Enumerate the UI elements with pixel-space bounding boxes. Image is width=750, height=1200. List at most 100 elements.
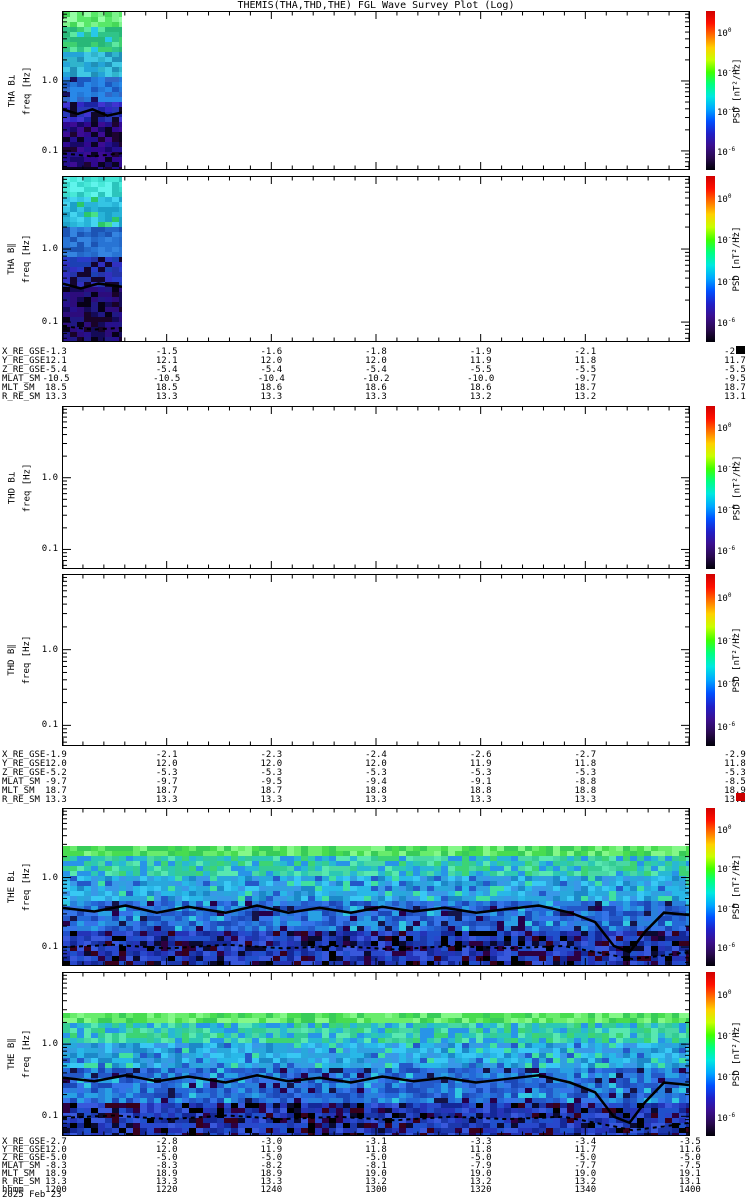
ephem-value: 13.3: [45, 392, 67, 402]
ephem-value: -10.2: [362, 374, 390, 384]
ephem-value: -5.4: [365, 365, 387, 375]
ephem-value: -2.8: [155, 1137, 178, 1147]
ephem-value: -1.5: [155, 347, 178, 357]
colorbar-end-cap: [736, 346, 745, 354]
ephem-value: -5.3: [469, 768, 492, 778]
colorbar: [706, 808, 715, 966]
colorbar-tick-label: 100: [717, 988, 732, 1001]
ephem-value: 11.9: [469, 759, 492, 769]
ephem-value: -9.4: [365, 777, 387, 787]
spectrogram-canvas: [63, 12, 122, 169]
ephem-value: 11.9: [469, 356, 492, 366]
ephem-value: 18.7: [260, 786, 283, 796]
ephem-value: 18.8: [469, 786, 492, 796]
ephem-row-label: Z_RE_GSE: [2, 768, 46, 778]
ephem-value: -2.2: [724, 347, 746, 357]
colorbar-tick-label: 10-2: [717, 1029, 736, 1042]
ephem-value: -10.5: [153, 374, 181, 384]
ephem-value: 19.0: [574, 1169, 597, 1179]
ephem-value: 18.6: [365, 383, 387, 393]
colorbar-tick-label: 10-6: [717, 317, 736, 330]
ephem-value: -7.7: [574, 1161, 597, 1171]
panel-frame: [62, 406, 690, 569]
ephem-value: -5.3: [155, 768, 178, 778]
colorbar-tick-label: 10-6: [717, 544, 736, 557]
ephem-value: 19.0: [365, 1169, 387, 1179]
ephem-row-label: R_RE_SM: [2, 795, 40, 805]
ytick-01hz: 0.1: [41, 544, 58, 555]
colorbar-tick-label: 10-2: [717, 463, 736, 476]
ephem-value: 1200: [45, 1185, 67, 1195]
colorbar-tick-label: 10-6: [717, 720, 736, 733]
ephem-value: 12.0: [260, 356, 283, 366]
ephem-value: -9.5: [724, 374, 746, 384]
ephem-value: -5.4: [155, 365, 178, 375]
colorbar-tick-label: 10-2: [717, 634, 736, 647]
ephem-row-label: MLT_SM: [2, 786, 35, 796]
ephem-value: -5.5: [574, 365, 597, 375]
plot-title: THEMIS(THA,THD,THE) FGL Wave Survey Plot…: [237, 0, 515, 11]
ephem-value: 18.5: [45, 383, 67, 393]
ephem-value: -3.4: [574, 1137, 597, 1147]
ephem-value: -2.3: [260, 750, 283, 760]
colorbar-tick-label: 10-6: [717, 1111, 736, 1124]
ephem-value: -7.5: [679, 1161, 701, 1171]
spectrogram-canvas: [63, 1013, 689, 1135]
colorbar-tick-label: 100: [717, 422, 732, 435]
ephem-value: 11.8: [469, 1145, 492, 1155]
ephem-value: -1.3: [45, 347, 67, 357]
ytick-01hz: 0.1: [41, 1111, 58, 1122]
ephem-value: 12.0: [365, 356, 387, 366]
ephem-value: 11.6: [679, 1145, 701, 1155]
ytick-1hz: 1.0: [41, 472, 58, 483]
ephem-value: 13.2: [724, 795, 746, 805]
ephem-value: -1.9: [45, 750, 67, 760]
colorbar: [706, 972, 715, 1136]
ephem-value: 18.9: [155, 1169, 178, 1179]
ephem-value: -8.8: [574, 777, 597, 787]
ephem-row-label: Y_RE_GSE: [2, 356, 46, 366]
ephem-value: 12.0: [155, 1145, 178, 1155]
ephem-value: 13.2: [574, 392, 597, 402]
ephem-row-label: X_RE_GSE: [2, 750, 46, 760]
ephem-row-label: hhmm: [2, 1185, 24, 1195]
ephem-value: -5.3: [365, 768, 387, 778]
ephem-row-label: Y_RE_GSE: [2, 759, 46, 769]
panel-frame: [62, 574, 690, 746]
ephem-value: -2.1: [155, 750, 178, 760]
ephem-value: -2.7: [45, 1137, 67, 1147]
ephem-value: -5.0: [574, 1153, 597, 1163]
colorbar-tick-label: 10-4: [717, 106, 736, 119]
ephem-value: -8.3: [45, 1161, 67, 1171]
ephem-value: 18.7: [724, 383, 746, 393]
panel-label: THA B⊥: [7, 74, 17, 107]
ytick-01hz: 0.1: [41, 145, 58, 156]
ephem-value: -9.5: [260, 777, 283, 787]
panel-label: THD B∥: [7, 644, 17, 676]
panel-the-bpar: THE B∥ freq [Hz] 1.0 0.1 PSD [nT²/Hz] 10…: [0, 972, 750, 1136]
ephem-value: -9.1: [469, 777, 492, 787]
ephem-value: 13.3: [155, 392, 178, 402]
ephem-row-label: Z_RE_GSE: [2, 1153, 46, 1163]
ephem-value: 13.3: [260, 1177, 283, 1187]
ephem-value: 18.7: [155, 786, 178, 796]
ephem-value: -3.1: [365, 1137, 387, 1147]
ytick-01hz: 0.1: [41, 942, 58, 953]
colorbar-tick-label: 100: [717, 192, 732, 205]
ephem-row-label: MLAT_SM: [2, 1161, 40, 1171]
colorbar-tick-label: 100: [717, 26, 732, 39]
ephem-value: -9.7: [155, 777, 178, 787]
colorbar-tick-label: 10-4: [717, 902, 736, 915]
panel-label: THA B∥: [7, 243, 17, 275]
ephem-value: -2.4: [365, 750, 387, 760]
ytick-1hz: 1.0: [41, 244, 58, 255]
ephem-value: -5.5: [724, 365, 746, 375]
ephem-row-label: MLAT_SM: [2, 777, 40, 787]
ephem-value: 13.2: [469, 392, 492, 402]
colorbar-tick-label: 10-2: [717, 234, 736, 247]
ephem-value: 13.2: [574, 1177, 597, 1187]
ephem-value: -5.0: [365, 1153, 387, 1163]
ytick-1hz: 1.0: [41, 644, 58, 655]
ephem-value: -3.0: [260, 1137, 283, 1147]
